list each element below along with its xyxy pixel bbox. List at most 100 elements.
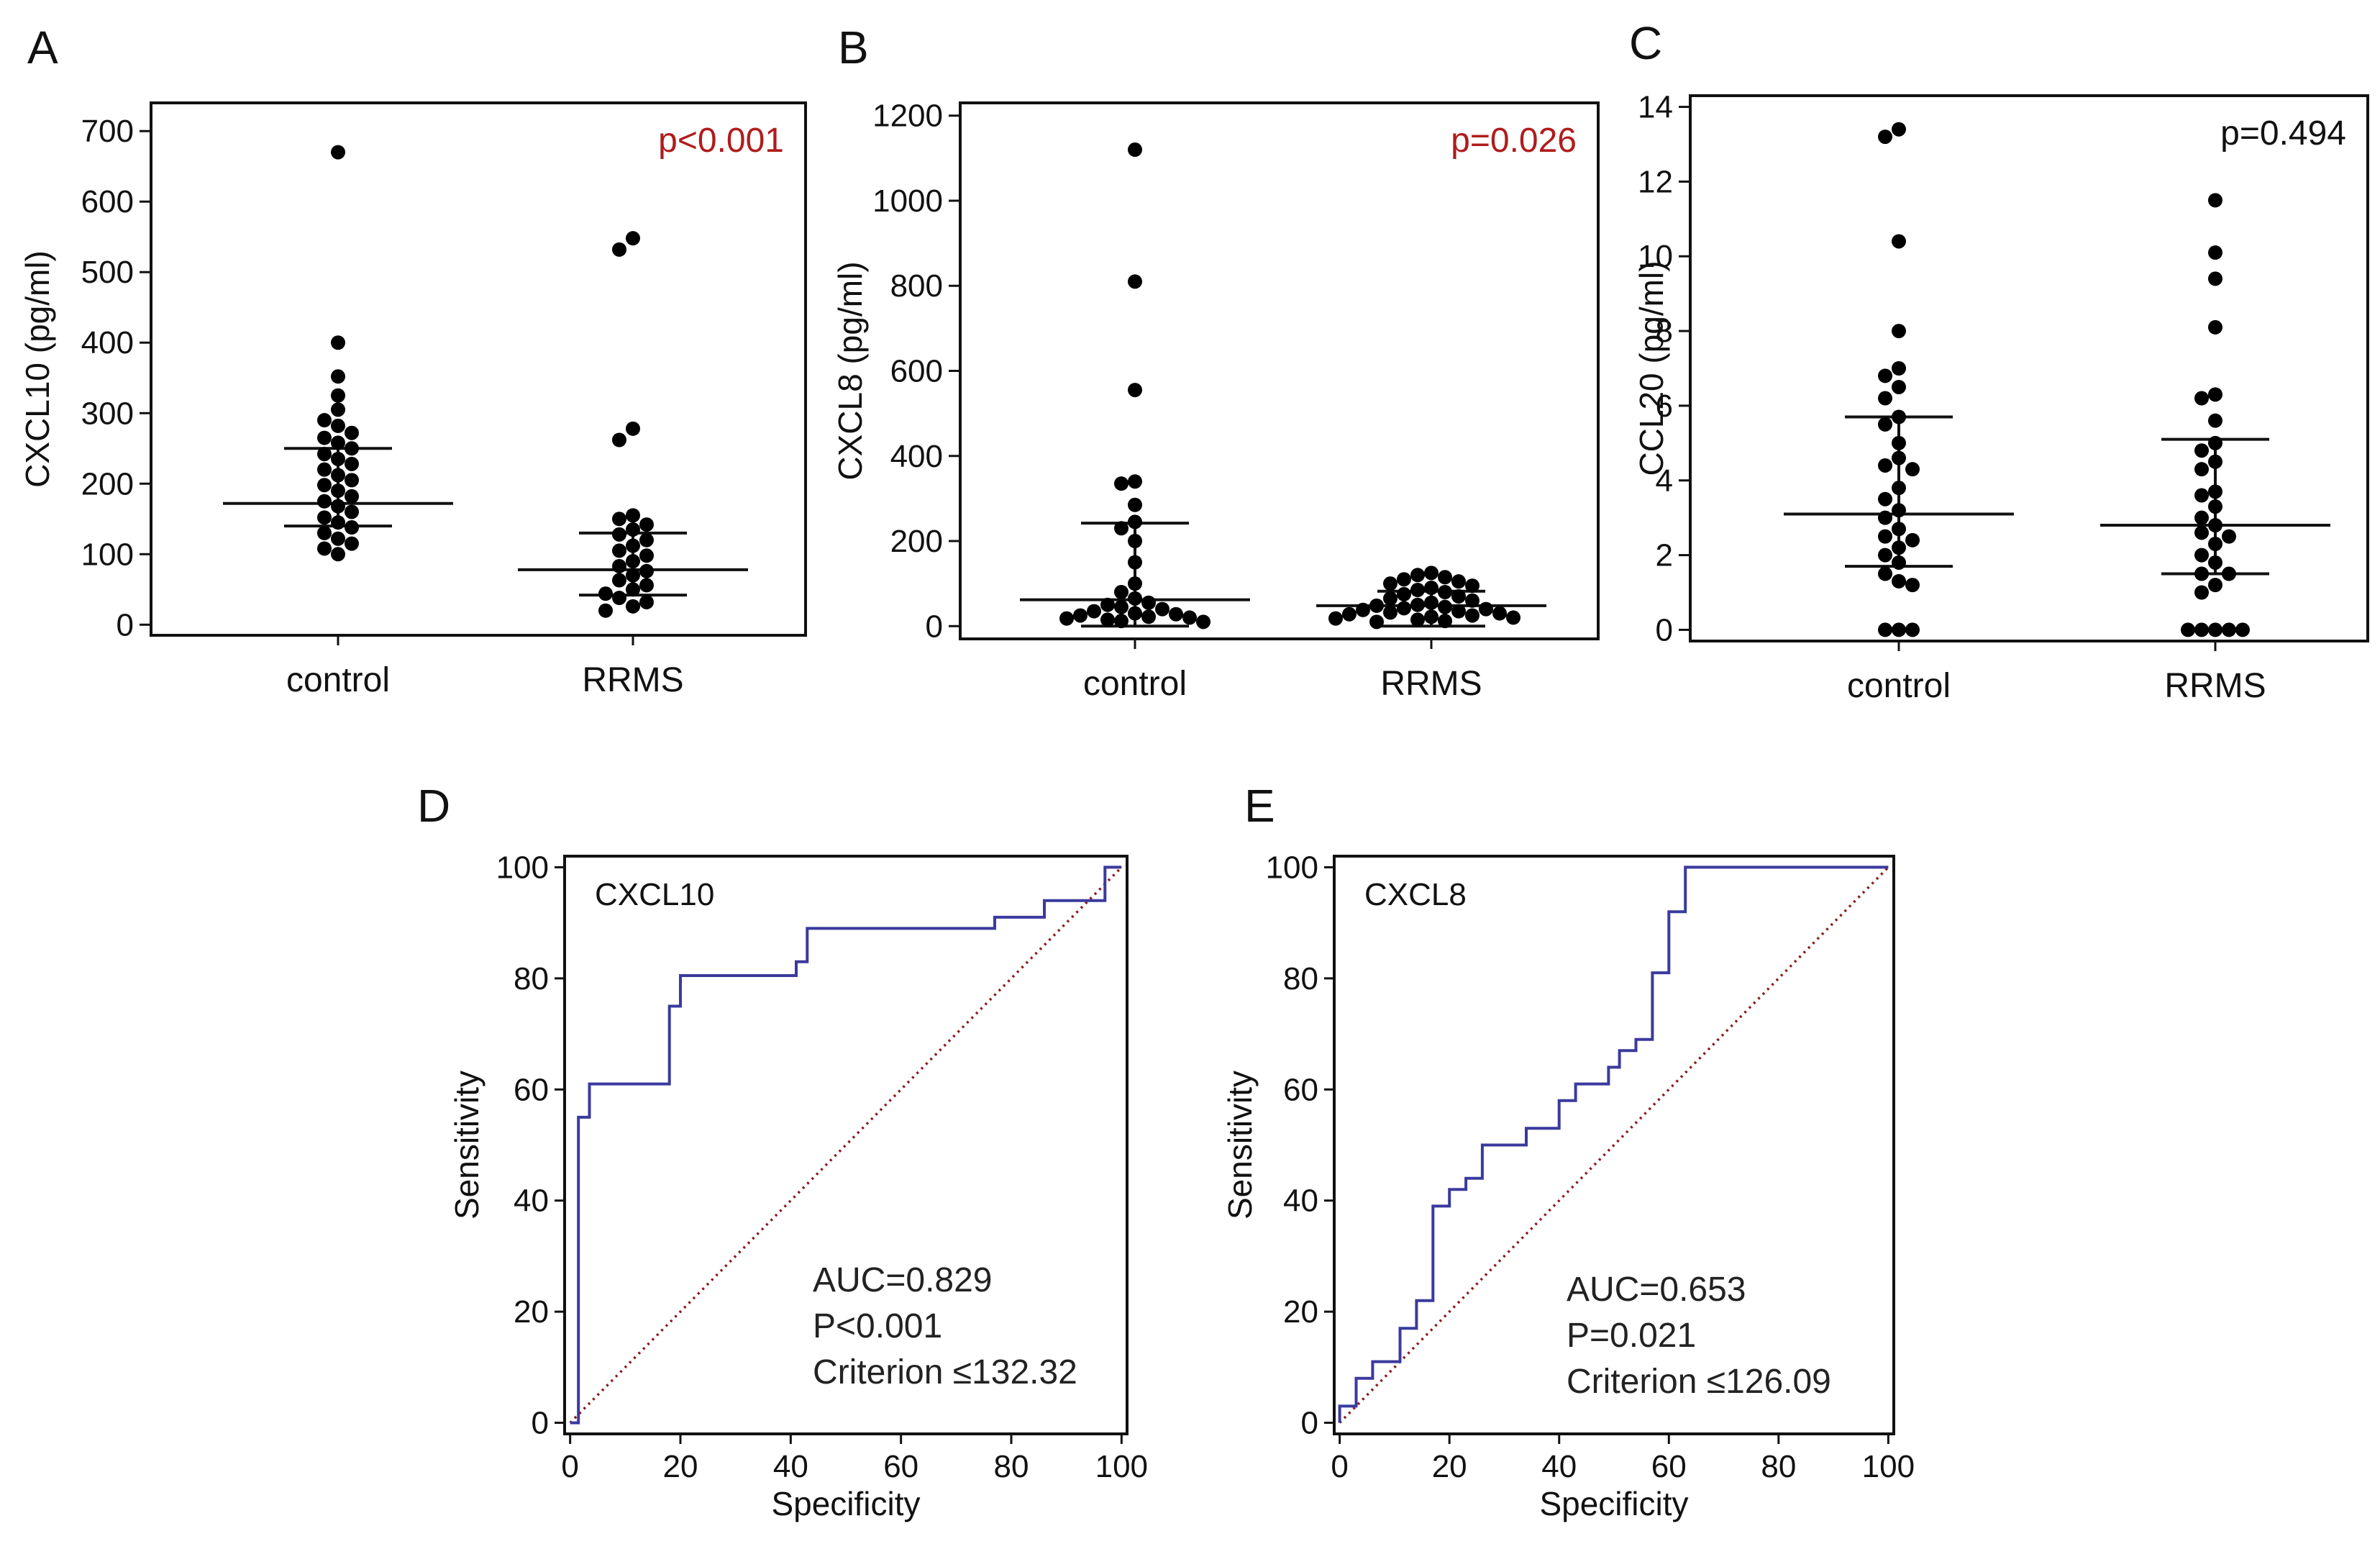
data-point	[1878, 417, 1892, 432]
data-point	[1424, 595, 1439, 610]
category-label-control: control	[286, 661, 390, 699]
y-tick-label: 1200	[872, 99, 943, 134]
y-tick-label: 400	[890, 439, 943, 474]
y-axis-title: CCL20 (pg/ml)	[1633, 260, 1670, 476]
data-point	[1128, 474, 1142, 489]
data-point	[2208, 435, 2222, 450]
y-tick-label: 40	[514, 1184, 549, 1219]
x-tick-label: 0	[1331, 1449, 1348, 1484]
y-axis-title: CXCL8 (pg/ml)	[831, 261, 869, 480]
data-point	[1182, 610, 1197, 625]
data-point	[331, 483, 345, 499]
data-point	[626, 554, 640, 569]
group-control	[1020, 142, 1250, 630]
plot-frame	[1689, 94, 2369, 642]
y-tick-label: 6	[1656, 389, 1673, 424]
data-point	[1169, 607, 1183, 622]
data-point	[1128, 142, 1142, 158]
data-point	[1878, 458, 1892, 473]
data-point	[2208, 578, 2222, 593]
data-point	[2194, 462, 2209, 477]
panel-b: B 0 200 400 600 800 1000 1200 CXCL8 (pg/ml) contr…	[831, 22, 1600, 703]
data-point	[2208, 271, 2222, 286]
data-point	[1128, 274, 1142, 289]
data-point	[626, 421, 640, 436]
data-point	[2181, 622, 2195, 637]
data-point	[1892, 361, 1906, 376]
roc-stat-3: Criterion ≤132.32	[813, 1353, 1077, 1391]
data-point	[1892, 379, 1906, 394]
plot-frame	[563, 855, 1129, 1435]
data-point	[1100, 597, 1115, 612]
data-point	[1878, 491, 1892, 507]
data-point	[2208, 245, 2222, 260]
data-point	[1383, 591, 1398, 606]
data-point	[1424, 581, 1439, 596]
y-tick-label: 0	[926, 609, 943, 644]
data-point	[331, 515, 345, 530]
y-tick-label: 60	[1283, 1072, 1318, 1107]
y-tick-label: 10	[1638, 239, 1673, 274]
y-tick-label: 40	[1283, 1184, 1318, 1219]
data-point	[2208, 454, 2222, 469]
data-point	[345, 536, 359, 551]
data-point	[1410, 568, 1425, 583]
x-tick-label: 80	[994, 1449, 1029, 1484]
data-point	[345, 489, 359, 504]
data-point	[331, 402, 345, 417]
panel-d: D 0 20 40 60 80 100 0 20 40 60 80 100 Specificity Sens…	[417, 780, 1148, 1522]
data-point	[1905, 462, 1920, 477]
data-point	[626, 522, 640, 537]
data-point	[612, 543, 626, 558]
y-tick-label: 20	[514, 1294, 549, 1330]
x-tick-label: 40	[1541, 1449, 1577, 1484]
y-tick-label: 100	[81, 537, 134, 572]
y-tick-label: 300	[81, 396, 134, 431]
data-point	[2208, 193, 2222, 208]
data-point	[1451, 574, 1466, 589]
data-point	[1892, 540, 1906, 555]
plot-frame	[959, 101, 1600, 640]
data-point	[1878, 622, 1892, 637]
y-tick-label: 2	[1656, 538, 1673, 573]
x-axis-title: Specificity	[1539, 1485, 1688, 1522]
data-point	[331, 531, 345, 546]
data-point	[1905, 622, 1920, 637]
data-point	[2208, 537, 2222, 552]
data-point	[1100, 612, 1115, 627]
data-point	[639, 594, 654, 609]
y-tick-label: 800	[890, 268, 943, 304]
data-point	[1128, 534, 1142, 549]
group-rrms	[518, 231, 748, 618]
y-tick-label: 100	[496, 850, 549, 885]
data-point	[612, 432, 626, 448]
roc-stat-1: AUC=0.653	[1567, 1271, 1746, 1309]
data-point	[598, 603, 613, 618]
group-rrms	[1316, 565, 1546, 630]
y-tick-label: 4	[1656, 463, 1673, 499]
data-point	[1892, 481, 1906, 496]
y-tick-label: 0	[1656, 612, 1673, 648]
panel-e: E 0 20 40 60 80 100 0 20 40 60 80 100 Specificity Sens…	[1221, 780, 1915, 1522]
data-point	[1141, 595, 1156, 610]
reference-line	[1339, 866, 1889, 1424]
data-point	[612, 558, 626, 573]
y-tick-label: 0	[1301, 1406, 1318, 1441]
data-point	[1356, 602, 1370, 617]
data-point	[1424, 609, 1439, 624]
y-axis-title: Sensitivity	[448, 1071, 485, 1219]
data-point	[1438, 584, 1452, 599]
data-point	[1878, 130, 1892, 145]
data-point	[1114, 584, 1129, 599]
panel-c: C 0 2 4 6 8 10 12 14 CCL20 (pg/ml) control RRMS p=0.…	[1629, 17, 2369, 705]
data-point	[345, 520, 359, 535]
x-tick-label: 20	[1432, 1449, 1467, 1484]
group-control	[223, 145, 453, 562]
data-point	[1438, 614, 1452, 629]
data-point	[331, 499, 345, 514]
x-tick-label: 0	[561, 1449, 578, 1484]
data-point	[1892, 324, 1906, 339]
data-point	[1128, 383, 1142, 398]
reference-line	[569, 866, 1123, 1424]
